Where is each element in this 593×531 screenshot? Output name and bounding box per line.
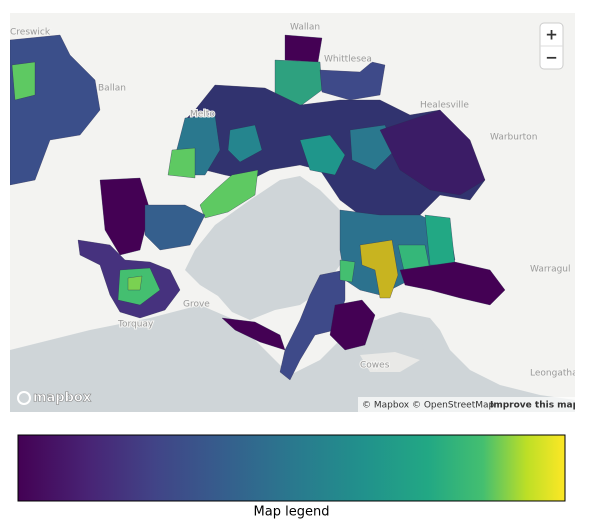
region	[144, 204, 206, 251]
region	[329, 299, 376, 351]
region	[221, 317, 286, 351]
place-label: Warragul	[530, 265, 571, 275]
bay	[185, 176, 348, 320]
region	[319, 61, 386, 101]
map[interactable]: Creswick Wallan Whittlesea Ballan Melto …	[10, 13, 580, 412]
colorbar	[17, 434, 566, 502]
logo-text: mapbox	[33, 391, 92, 406]
region	[299, 134, 346, 176]
mapbox-logo[interactable]: mapbox	[17, 390, 92, 406]
region	[199, 169, 259, 219]
zoom-out[interactable]: −	[545, 49, 558, 67]
regions	[10, 34, 506, 381]
region	[359, 239, 399, 299]
place-label: Grove	[183, 300, 210, 310]
place-label: Leongatha	[530, 369, 578, 379]
logo-icon	[17, 391, 31, 405]
place-label: Ballan	[98, 84, 126, 94]
sea	[10, 305, 575, 412]
phillip-island	[360, 352, 420, 372]
zoom-in[interactable]: +	[545, 26, 558, 44]
region	[167, 147, 196, 179]
region	[379, 109, 486, 196]
place-label: Melto	[190, 110, 215, 120]
region	[279, 269, 346, 381]
region	[227, 124, 263, 163]
region	[284, 34, 323, 63]
place-label: Warburton	[490, 133, 537, 143]
place-label: Whittlesea	[324, 55, 372, 65]
region	[274, 59, 323, 111]
attribution[interactable]: © Mapbox © OpenStreetMap	[362, 401, 495, 411]
place-label: Creswick	[10, 28, 51, 38]
region	[11, 61, 36, 101]
attribution-bg	[358, 397, 575, 412]
region	[399, 261, 506, 306]
region	[424, 214, 456, 266]
zoom-controls: + −	[539, 22, 564, 70]
place-label: Wallan	[290, 23, 320, 33]
place-label: Healesville	[420, 101, 469, 111]
region	[339, 259, 356, 283]
place-label: Cowes	[360, 361, 390, 371]
legend-title: Map legend	[254, 505, 330, 520]
region	[99, 177, 151, 256]
improve-link[interactable]: Improve this map	[490, 401, 580, 411]
place-label: Torquay	[117, 320, 154, 330]
region	[127, 275, 143, 291]
